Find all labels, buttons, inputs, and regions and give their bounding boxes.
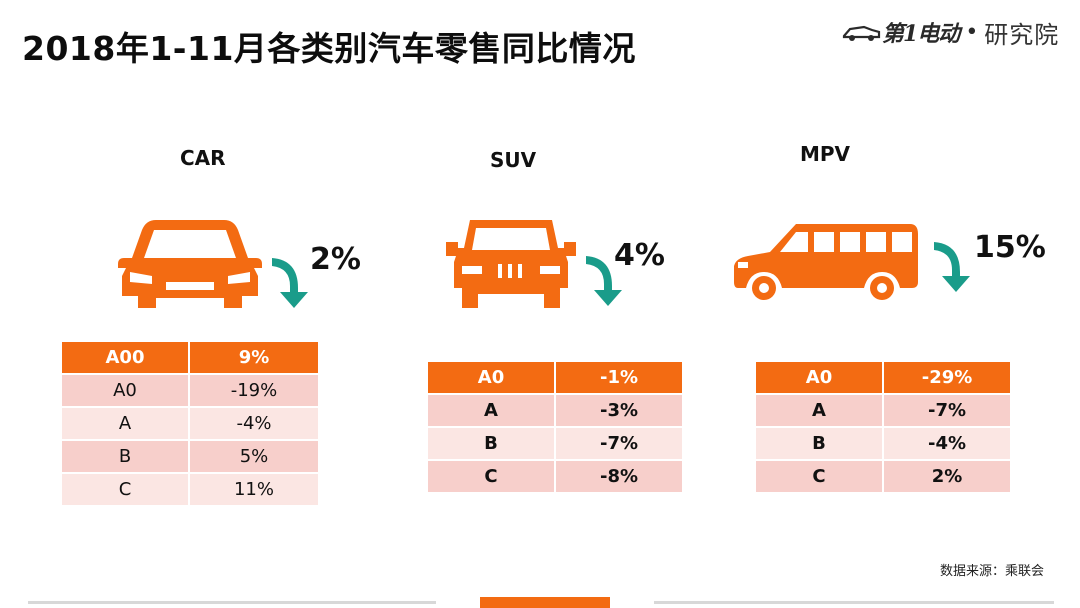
mpv-segment-table: A0 -29% A -7% B -4% C 2% (756, 362, 1010, 494)
table-cell: A (756, 395, 884, 428)
table-cell: C (756, 461, 884, 494)
table-row: A -3% (428, 395, 682, 428)
table-row: B -4% (756, 428, 1010, 461)
down-arrow-icon (934, 242, 970, 292)
table-cell: -7% (556, 428, 682, 461)
table-cell: C (428, 461, 556, 494)
table-row: A -4% (62, 408, 318, 441)
brand-logo: 第1电动 • 研究院 (842, 12, 1060, 52)
logo-brand-text: 第1电动 (882, 21, 960, 47)
table-cell: -4% (190, 408, 318, 441)
table-row: C 11% (62, 474, 318, 507)
car-segment-table: A00 9% A0 -19% A -4% B 5% C 11% (62, 342, 318, 507)
table-cell: C (62, 474, 190, 507)
down-arrow-icon (586, 256, 622, 306)
table-cell: A0 (756, 362, 884, 395)
table-cell: -19% (190, 375, 318, 408)
mpv-change-value: 15% (974, 230, 1046, 265)
table-cell: A (428, 395, 556, 428)
table-cell: 9% (190, 342, 318, 375)
table-cell: A (62, 408, 190, 441)
table-cell: B (756, 428, 884, 461)
table-row: A0 -1% (428, 362, 682, 395)
table-cell: -8% (556, 461, 682, 494)
car-change-value: 2% (310, 242, 361, 277)
table-cell: -3% (556, 395, 682, 428)
suv-label: SUV (490, 148, 537, 172)
table-cell: 5% (190, 441, 318, 474)
car-label: CAR (180, 146, 226, 170)
table-cell: -4% (884, 428, 1010, 461)
table-row: C -8% (428, 461, 682, 494)
table-row: B -7% (428, 428, 682, 461)
table-cell: -1% (556, 362, 682, 395)
footer-divider-right (654, 601, 1054, 604)
down-arrow-icon (272, 258, 308, 308)
logo-separator: • (965, 19, 979, 45)
table-cell: -29% (884, 362, 1010, 395)
table-cell: A0 (428, 362, 556, 395)
footer-divider-left (28, 601, 436, 604)
suv-change-value: 4% (614, 238, 665, 273)
table-row: A0 -19% (62, 375, 318, 408)
minivan-side-icon (734, 224, 918, 300)
table-row: C 2% (756, 461, 1010, 494)
table-cell: B (62, 441, 190, 474)
suv-segment-table: A0 -1% A -3% B -7% C -8% (428, 362, 682, 494)
table-cell: 2% (884, 461, 1010, 494)
car-logo-icon (842, 25, 881, 41)
table-row: B 5% (62, 441, 318, 474)
page-title: 2018年1-11月各类别汽车零售同比情况 (22, 29, 636, 68)
table-row: A -7% (756, 395, 1010, 428)
mpv-label: MPV (800, 142, 851, 166)
logo-institute-text: 研究院 (984, 20, 1060, 49)
table-cell: B (428, 428, 556, 461)
table-cell: 11% (190, 474, 318, 507)
table-row: A0 -29% (756, 362, 1010, 395)
table-row: A00 9% (62, 342, 318, 375)
data-source-note: 数据来源：乘联会 (939, 564, 1044, 579)
table-cell: A00 (62, 342, 190, 375)
sedan-front-icon (118, 220, 262, 308)
suv-front-icon (446, 220, 576, 308)
table-cell: A0 (62, 375, 190, 408)
table-cell: -7% (884, 395, 1010, 428)
footer-accent-bar (480, 597, 610, 608)
